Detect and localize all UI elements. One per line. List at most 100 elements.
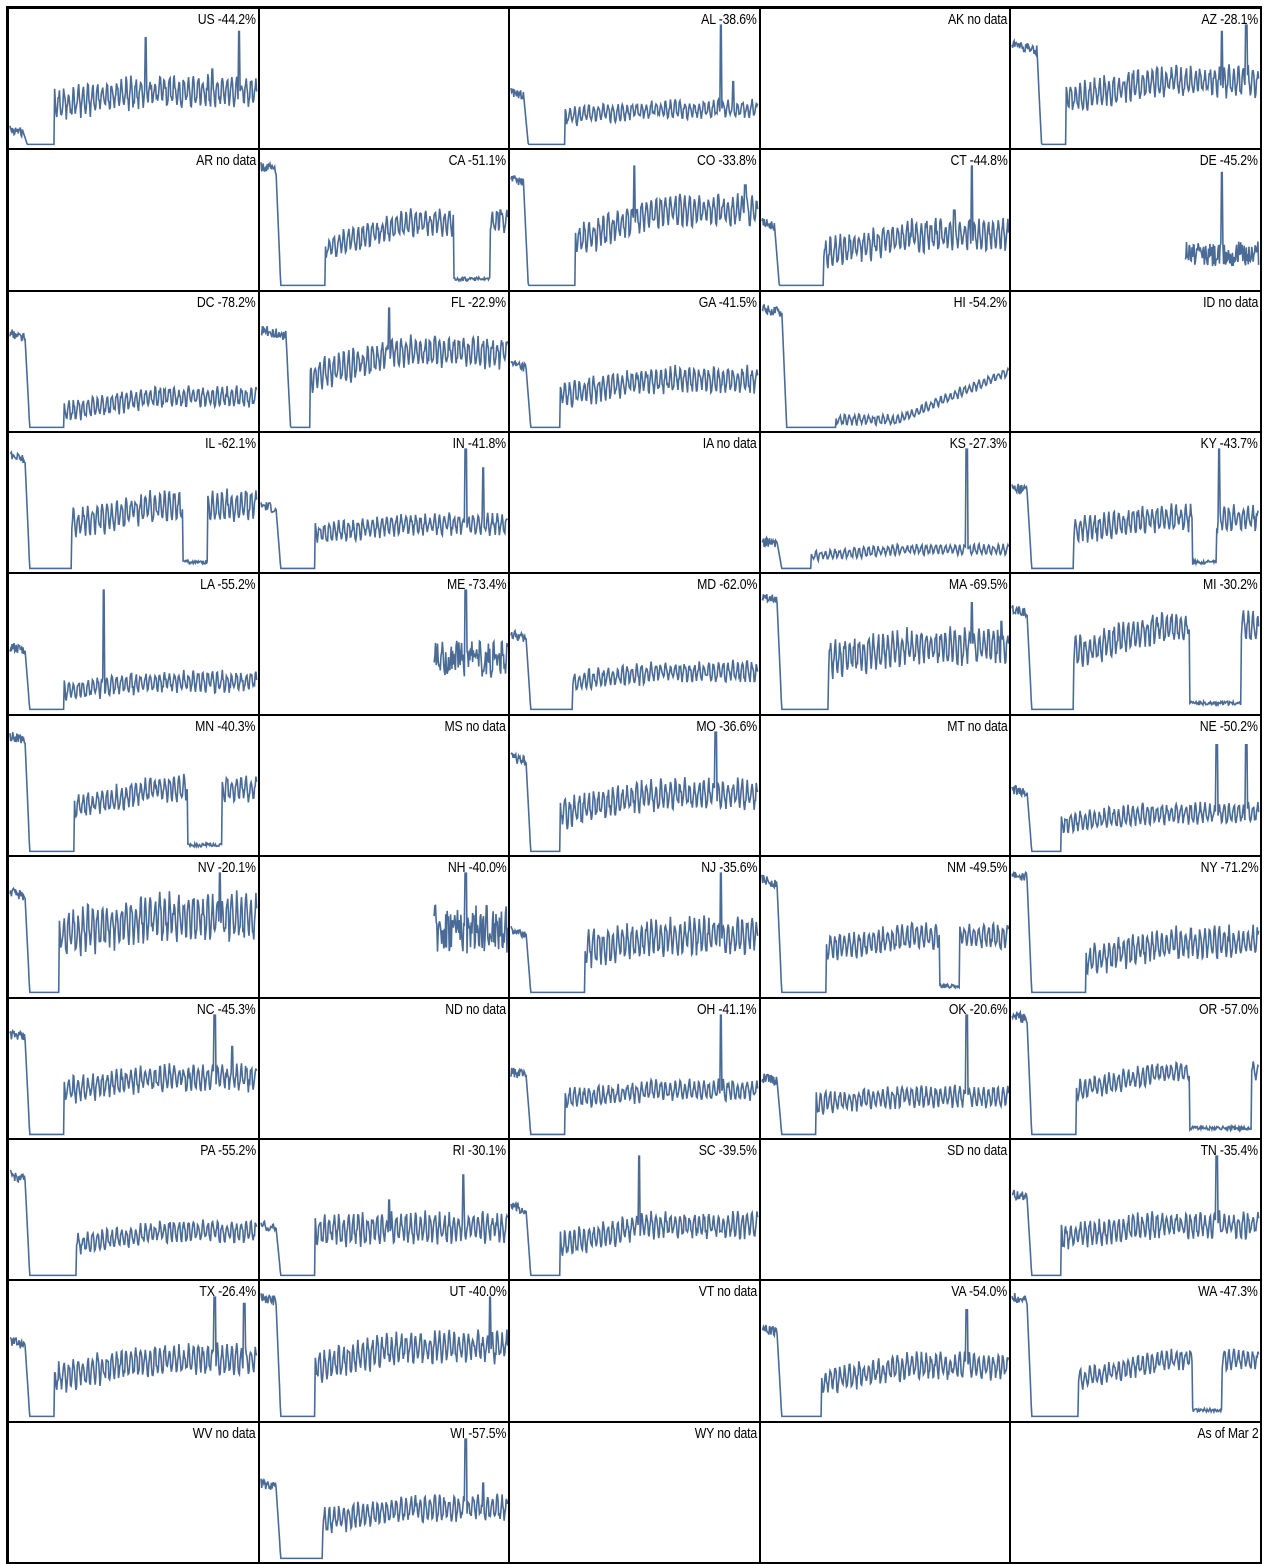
panel-line-chart — [260, 1423, 509, 1562]
series-line-ok — [762, 1015, 1009, 1134]
panel-label: PA -55.2% — [199, 1141, 256, 1159]
panel-line-chart — [260, 433, 509, 572]
series-line-ny — [1012, 872, 1259, 992]
panel-label: KY -43.7% — [1200, 435, 1258, 453]
chart-panel-oh: OH -41.1% — [510, 998, 761, 1140]
series-line-hi — [762, 305, 1009, 427]
panel-label: CO -33.8% — [697, 152, 757, 170]
chart-panel-sc: SC -39.5% — [510, 1139, 761, 1282]
panel-label: MT no data — [947, 717, 1008, 735]
series-line-ca — [261, 163, 508, 286]
series-line-va — [762, 1310, 1009, 1417]
chart-panel-ri: RI -30.1% — [259, 1139, 511, 1282]
series-line-ct — [762, 167, 1009, 286]
series-line-ne — [1012, 745, 1259, 852]
panel-line-chart — [9, 433, 258, 572]
panel-label: US -44.2% — [197, 11, 256, 28]
panel-line-chart — [260, 292, 509, 431]
chart-panel-tx: TX -26.4% — [9, 1281, 260, 1423]
panel-line-chart — [9, 9, 258, 148]
panel-label: DC -78.2% — [196, 293, 256, 311]
chart-panel-ne: NE -50.2% — [1011, 715, 1262, 858]
chart-panel-hi: HI -54.2% — [760, 291, 1012, 434]
chart-panel-in: IN -41.8% — [259, 433, 511, 575]
panel-line-chart — [1011, 999, 1260, 1138]
chart-panel-va: VA -54.0% — [760, 1281, 1012, 1423]
panel-label: WY no data — [694, 1424, 757, 1442]
panel-label: IL -62.1% — [204, 435, 256, 453]
panel-label: OH -41.1% — [697, 1000, 757, 1018]
panel-label: OR -57.0% — [1198, 1000, 1259, 1018]
series-line-fl — [261, 308, 508, 427]
panel-line-chart — [1011, 1140, 1260, 1279]
series-line-de — [1186, 173, 1259, 267]
chart-panel-mo: MO -36.6% — [510, 715, 761, 858]
panel-label: MN -40.3% — [195, 717, 256, 735]
series-line-ri — [261, 1175, 508, 1275]
series-line-sc — [511, 1156, 758, 1275]
series-line-ut — [261, 1294, 508, 1417]
panel-line-chart — [510, 716, 759, 855]
series-line-or — [1012, 1011, 1259, 1134]
series-line-al — [511, 25, 758, 144]
panel-label: NH -40.0% — [447, 859, 507, 877]
series-line-tn — [1012, 1156, 1259, 1275]
series-line-nc — [10, 1015, 257, 1134]
series-line-nv — [10, 873, 257, 992]
panel-label: NV -20.1% — [197, 859, 256, 877]
panel-line-chart — [510, 150, 759, 289]
chart-panel-tn: TN -35.4% — [1011, 1139, 1262, 1282]
chart-panel-ny: NY -71.2% — [1011, 857, 1262, 999]
panel-line-chart — [1011, 9, 1260, 148]
chart-panel-ca: CA -51.1% — [259, 150, 511, 292]
panel-line-chart — [761, 999, 1010, 1138]
series-line-me — [434, 591, 507, 678]
series-line-md — [511, 631, 758, 710]
panel-label: IN -41.8% — [452, 435, 507, 453]
series-line-mn — [10, 732, 257, 851]
panel-line-chart — [510, 9, 759, 148]
chart-panel-ms: MS no data — [259, 715, 511, 858]
series-line-ky — [1012, 449, 1259, 568]
chart-panel-blank1 — [259, 9, 511, 151]
panel-line-chart — [1011, 857, 1260, 996]
chart-panel-mt: MT no data — [760, 715, 1012, 858]
chart-panel-ct: CT -44.8% — [760, 150, 1012, 292]
chart-panel-md: MD -62.0% — [510, 574, 761, 716]
chart-panel-nv: NV -20.1% — [9, 857, 260, 999]
panel-line-chart — [9, 1140, 258, 1279]
chart-panel-us: US -44.2% — [9, 9, 260, 151]
panel-label: HI -54.2% — [954, 293, 1008, 311]
panel-label: LA -55.2% — [200, 576, 256, 594]
panel-label: VA -54.0% — [951, 1283, 1008, 1301]
chart-panel-vt: VT no data — [510, 1281, 761, 1423]
chart-panel-me: ME -73.4% — [259, 574, 511, 716]
panel-label: MD -62.0% — [696, 576, 757, 594]
chart-panel-nj: NJ -35.6% — [510, 857, 761, 999]
chart-panel-or: OR -57.0% — [1011, 998, 1262, 1140]
chart-panel-ky: KY -43.7% — [1011, 433, 1262, 575]
series-line-in — [261, 449, 508, 568]
chart-panel-ak: AK no data — [760, 9, 1012, 151]
chart-panel-blank2 — [760, 1422, 1012, 1564]
panel-label: CT -44.8% — [950, 152, 1008, 170]
panel-line-chart — [510, 1140, 759, 1279]
series-line-pa — [10, 1170, 257, 1275]
panel-line-chart — [9, 1281, 258, 1420]
series-line-ks — [762, 449, 1009, 568]
panel-label: RI -30.1% — [452, 1141, 507, 1159]
panel-line-chart — [9, 999, 258, 1138]
panel-label: NM -49.5% — [947, 859, 1008, 877]
panel-line-chart — [9, 716, 258, 855]
panel-label: TX -26.4% — [198, 1283, 256, 1301]
panel-line-chart — [510, 857, 759, 996]
panel-label: NE -50.2% — [1199, 717, 1258, 735]
series-line-il — [10, 452, 257, 568]
chart-panel-wv: WV no data — [9, 1422, 260, 1564]
panel-label: MI -30.2% — [1203, 576, 1258, 594]
panel-line-chart — [260, 1281, 509, 1420]
panel-label: ME -73.4% — [446, 576, 507, 594]
chart-panel-mn: MN -40.3% — [9, 715, 260, 858]
small-multiples-grid: US -44.2% AL -38.6% AK no data AZ -28.1% AR … — [6, 6, 1262, 1564]
panel-label: AR no data — [195, 152, 256, 170]
